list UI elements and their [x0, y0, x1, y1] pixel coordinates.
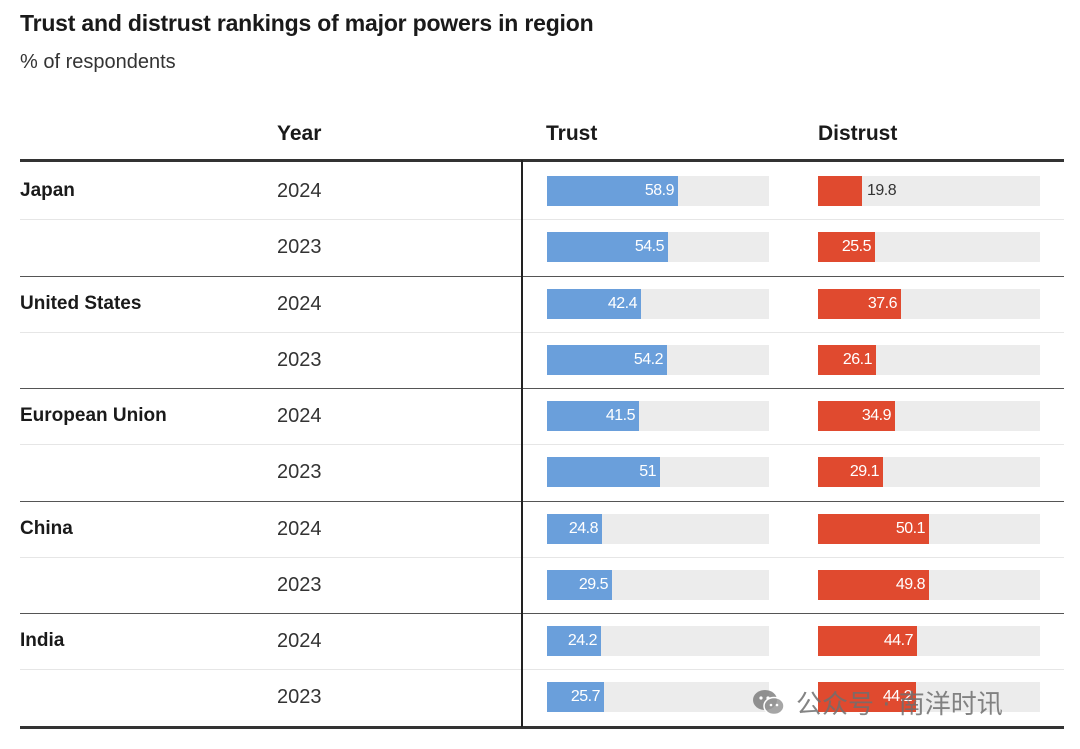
trust-value-label: 24.8: [568, 519, 599, 537]
country-label: Japan: [20, 180, 75, 202]
trust-bar: [547, 232, 668, 263]
distrust-bar: [818, 682, 916, 713]
watermark-text: 公众号 · 南洋时讯: [796, 690, 1003, 720]
distrust-bar: [818, 288, 901, 319]
trust-value-label: 54.5: [634, 238, 665, 256]
distrust-bar: [818, 569, 929, 600]
row-divider: [20, 557, 1064, 558]
trust-value-label: 58.9: [644, 182, 675, 200]
trust-value-label: 25.7: [570, 688, 601, 706]
row-divider: [20, 444, 1064, 445]
distrust-bar: [818, 626, 917, 657]
trust-axis-line: [521, 160, 523, 727]
year-label: 2024: [277, 630, 322, 653]
trust-value-label: 29.5: [578, 575, 609, 593]
group-divider: [20, 613, 1064, 614]
year-label: 2024: [277, 517, 322, 540]
trust-bar: [547, 682, 604, 713]
year-label: 2023: [277, 686, 322, 709]
distrust-bar: [818, 401, 895, 432]
watermark: 公众号 · 南洋时讯: [752, 684, 1003, 721]
group-divider: [20, 501, 1064, 502]
distrust-value-label: 19.8: [867, 182, 897, 200]
distrust-value-label: 34.9: [861, 407, 892, 425]
trust-bar: [547, 176, 678, 207]
distrust-value-label: 44.2: [882, 688, 913, 706]
distrust-value-label: 37.6: [867, 294, 898, 312]
trust-bar: [547, 569, 612, 600]
year-label: 2023: [277, 461, 322, 484]
distrust-value-label: 49.8: [895, 575, 926, 593]
trust-value-label: 51: [639, 463, 656, 481]
chart-subtitle: % of respondents: [20, 51, 176, 73]
distrust-value-label: 44.7: [883, 632, 914, 650]
distrust-value-label: 26.1: [842, 350, 873, 368]
country-label: India: [20, 630, 65, 652]
trust-value-label: 42.4: [607, 294, 638, 312]
column-header-year: Year: [277, 122, 322, 145]
country-label: United States: [20, 292, 142, 314]
row-divider: [20, 219, 1064, 220]
trust-bar: [547, 401, 639, 432]
year-label: 2023: [277, 348, 322, 371]
year-label: 2024: [277, 292, 322, 315]
country-label: China: [20, 517, 73, 539]
year-label: 2024: [277, 180, 322, 203]
distrust-bar: [818, 457, 883, 488]
distrust-value-label: 25.5: [841, 238, 872, 256]
column-header-trust: Trust: [546, 122, 598, 145]
trust-bar: [547, 626, 601, 657]
year-label: 2024: [277, 405, 322, 428]
country-label: European Union: [20, 405, 167, 427]
distrust-bar: [818, 176, 862, 207]
chart-title: Trust and distrust rankings of major pow…: [20, 10, 594, 36]
group-divider: [20, 388, 1064, 389]
year-label: 2023: [277, 236, 322, 259]
trust-value-label: 54.2: [633, 350, 664, 368]
column-header-distrust: Distrust: [818, 122, 898, 145]
distrust-bar: [818, 513, 929, 544]
distrust-bar: [818, 232, 875, 263]
row-divider: [20, 332, 1064, 333]
trust-value-label: 24.2: [567, 632, 598, 650]
wechat-icon: [753, 689, 785, 715]
distrust-value-label: 29.1: [849, 463, 880, 481]
distrust-bar: [818, 344, 876, 375]
trust-bar: [547, 457, 660, 488]
trust-bar: [547, 513, 602, 544]
row-divider: [20, 669, 1064, 670]
trust-value-label: 41.5: [605, 407, 636, 425]
group-divider: [20, 726, 1064, 729]
year-label: 2023: [277, 573, 322, 596]
distrust-value-label: 50.1: [895, 519, 926, 537]
trust-bar: [547, 288, 641, 319]
header-rule: [20, 159, 1064, 162]
trust-bar: [547, 344, 667, 375]
group-divider: [20, 276, 1064, 277]
